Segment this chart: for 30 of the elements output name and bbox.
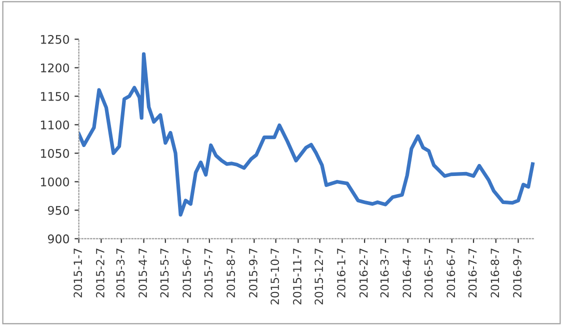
x-tick-label: 2015-7-7 xyxy=(204,248,213,298)
y-tick-label: 900 xyxy=(48,234,70,244)
x-tick-label: 2016-3-7 xyxy=(380,248,389,298)
y-tick-label: 1150 xyxy=(41,92,70,101)
x-tick-label: 2015-10-7 xyxy=(270,248,280,304)
y-tick-label: 1250 xyxy=(41,34,70,44)
x-tick-label: 2016-5-7 xyxy=(424,248,433,298)
y-tick-label: 1200 xyxy=(41,63,70,72)
x-tick-label: 2015-8-7 xyxy=(226,248,236,298)
y-tick-label: 1050 xyxy=(41,148,70,158)
x-tick-label: 2015-3-7 xyxy=(116,248,125,298)
x-tick-label: 2016-2-7 xyxy=(359,248,368,298)
x-tick-label: 2015-1-7 xyxy=(74,248,82,298)
line-series xyxy=(78,52,534,217)
x-tick-label: 2016-4-7 xyxy=(402,248,412,298)
y-tick-label: 1100 xyxy=(41,120,70,130)
x-tick-label: 2015-4-7 xyxy=(138,248,147,298)
x-tick-label: 2015-2-7 xyxy=(96,248,104,298)
x-tick-label: 2015-11-7 xyxy=(292,248,302,304)
x-tick-label: 2016-8-7 xyxy=(490,248,500,298)
x-tick-label: 2016-9-7 xyxy=(513,248,522,298)
x-tick-label: 2016-1-7 xyxy=(337,248,346,298)
x-tick-label: 2016-6-7 xyxy=(446,248,456,298)
x-tick-label: 2015-5-7 xyxy=(160,248,169,298)
y-tick-label: 1000 xyxy=(41,177,70,186)
x-tick-label: 2015-12-7 xyxy=(314,248,324,304)
y-tick-label: 950 xyxy=(48,206,70,215)
x-tick-label: 2016-7-7 xyxy=(468,248,477,298)
x-tick-label: 2015-9-7 xyxy=(248,248,258,298)
x-tick-label: 2015-6-7 xyxy=(182,248,191,298)
